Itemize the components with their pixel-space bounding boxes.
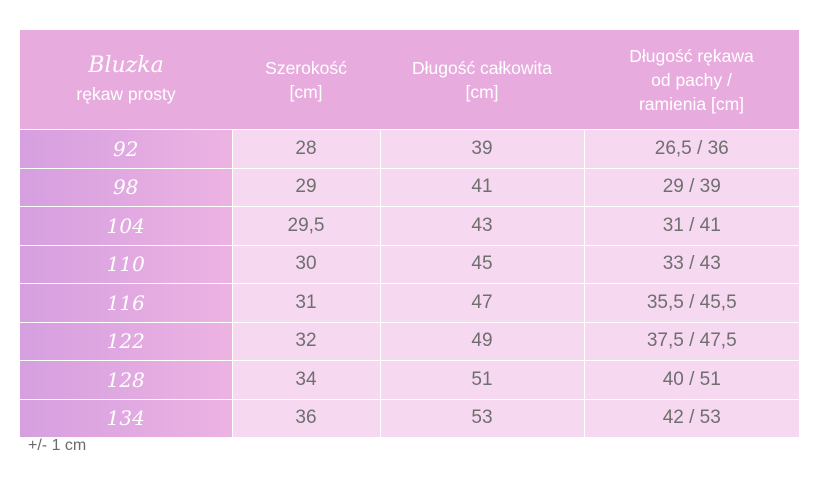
table-row: 116 31 47 35,5 / 45,5 [20,283,799,322]
header-sleeve-length-line-2: od pachy / [651,69,732,90]
total-length-cell: 53 [379,398,584,437]
header-total-length: Długość całkowita [cm] [380,30,584,130]
width-cell: 29,5 [231,206,380,245]
header-total-length-line-2: [cm] [465,81,499,102]
table-row: 92 28 39 26,5 / 36 [20,129,799,168]
product-subtitle: rękaw prosty [76,83,176,104]
sleeve-length-cell: 40 / 51 [583,360,799,399]
total-length-cell: 41 [379,167,584,207]
sleeve-length-cell: 31 / 41 [583,206,799,245]
total-length-cell: 43 [379,206,584,245]
header-sleeve-length-line-1: Długość rękawa [629,45,754,66]
corner-header: Bluzka rękaw prosty [20,30,232,130]
header-sleeve-length: Długość rękawa od pachy / ramienia [cm] [584,30,799,130]
table-row: 98 29 41 29 / 39 [20,167,799,207]
table-row: 128 34 51 40 / 51 [20,360,799,399]
width-cell: 30 [231,244,380,284]
width-cell: 29 [231,167,380,207]
table-row: 104 29,5 43 31 / 41 [20,206,799,245]
width-cell: 31 [231,283,380,322]
header-row: Bluzka rękaw prosty Szerokość [cm] Długo… [20,30,799,130]
sleeve-length-cell: 35,5 / 45,5 [583,283,799,322]
sleeve-length-cell: 26,5 / 36 [583,129,799,168]
table-row: 122 32 49 37,5 / 47,5 [20,321,799,361]
header-width: Szerokość [cm] [232,30,380,130]
width-cell: 34 [231,360,380,399]
width-cell: 28 [231,129,380,168]
header-width-line-2: [cm] [289,81,323,102]
width-cell: 36 [231,398,380,437]
sleeve-length-cell: 37,5 / 47,5 [583,321,799,361]
size-cell: 110 [20,244,232,284]
sleeve-length-cell: 33 / 43 [583,244,799,284]
total-length-cell: 39 [379,129,584,168]
header-total-length-line-1: Długość całkowita [411,57,553,78]
tolerance-footnote: +/- 1 cm [28,437,87,454]
total-length-cell: 47 [379,283,584,322]
size-chart-table: Bluzka rękaw prosty Szerokość [cm] Długo… [20,30,799,437]
total-length-cell: 51 [379,360,584,399]
width-cell: 32 [231,321,380,361]
header-width-line-1: Szerokość [265,57,347,78]
sleeve-length-cell: 29 / 39 [583,167,799,207]
size-cell: 98 [20,167,232,207]
product-name: Bluzka [88,52,164,78]
size-cell: 116 [20,283,232,322]
size-cell: 122 [20,321,232,361]
sleeve-length-cell: 42 / 53 [583,398,799,437]
size-cell: 134 [20,398,232,437]
size-cell: 128 [20,360,232,399]
total-length-cell: 49 [379,321,584,361]
header-sleeve-length-line-3: ramienia [cm] [638,93,745,114]
table-row: 110 30 45 33 / 43 [20,244,799,284]
table-row: 134 36 53 42 / 53 [20,398,799,437]
size-cell: 104 [20,206,232,245]
total-length-cell: 45 [379,244,584,284]
size-cell: 92 [20,129,232,168]
